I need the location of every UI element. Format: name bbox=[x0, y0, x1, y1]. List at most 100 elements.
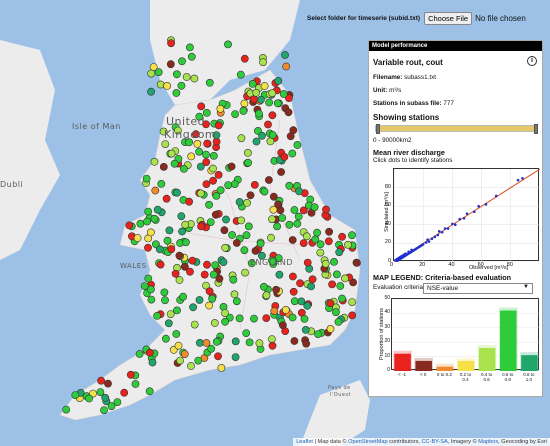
station-dot[interactable] bbox=[176, 356, 184, 365]
station-dot[interactable] bbox=[147, 69, 156, 78]
station-dot[interactable] bbox=[290, 297, 299, 306]
station-dot[interactable] bbox=[195, 112, 204, 121]
station-dot[interactable] bbox=[316, 240, 325, 249]
station-dot[interactable] bbox=[222, 215, 230, 224]
station-dot[interactable] bbox=[172, 89, 181, 97]
mapbox-link[interactable]: Mapbox bbox=[478, 439, 499, 445]
station-dot[interactable] bbox=[202, 158, 211, 166]
station-dot[interactable] bbox=[220, 226, 229, 235]
station-dot[interactable] bbox=[237, 134, 246, 143]
scatter-point[interactable] bbox=[462, 216, 466, 220]
station-dot[interactable] bbox=[202, 150, 210, 159]
scatter-point[interactable] bbox=[426, 238, 429, 241]
station-dot[interactable] bbox=[156, 80, 165, 89]
scatter-point[interactable] bbox=[454, 223, 457, 227]
station-dot[interactable] bbox=[185, 138, 193, 147]
station-dot[interactable] bbox=[107, 402, 116, 411]
info-icon[interactable]: i bbox=[527, 56, 537, 66]
station-dot[interactable] bbox=[175, 276, 184, 284]
station-dot[interactable] bbox=[197, 222, 205, 231]
station-dot[interactable] bbox=[290, 337, 299, 345]
station-dot[interactable] bbox=[250, 314, 258, 323]
station-dot[interactable] bbox=[131, 380, 140, 388]
station-dot[interactable] bbox=[338, 294, 346, 303]
station-dot[interactable] bbox=[205, 301, 214, 310]
station-dot[interactable] bbox=[209, 176, 217, 185]
station-dot[interactable] bbox=[195, 338, 204, 347]
station-dot[interactable] bbox=[171, 269, 180, 278]
station-dot[interactable] bbox=[150, 157, 159, 166]
station-dot[interactable] bbox=[170, 159, 179, 168]
station-dot[interactable] bbox=[207, 344, 216, 353]
station-dot[interactable] bbox=[326, 299, 335, 308]
slider-max-handle[interactable] bbox=[534, 124, 538, 134]
station-dot[interactable] bbox=[336, 282, 345, 290]
station-dot[interactable] bbox=[203, 260, 211, 269]
station-dot[interactable] bbox=[145, 348, 154, 357]
station-dot[interactable] bbox=[301, 325, 310, 334]
station-dot[interactable] bbox=[262, 314, 271, 322]
slider-min-handle[interactable] bbox=[376, 124, 380, 134]
station-dot[interactable] bbox=[290, 206, 299, 214]
station-dot[interactable] bbox=[210, 319, 219, 327]
station-dot[interactable] bbox=[302, 232, 311, 241]
station-dot[interactable] bbox=[188, 256, 197, 265]
station-dot[interactable] bbox=[255, 339, 264, 348]
station-dot[interactable] bbox=[144, 207, 153, 216]
station-dot[interactable] bbox=[294, 212, 303, 221]
station-dot[interactable] bbox=[196, 162, 205, 171]
station-dot[interactable] bbox=[330, 257, 338, 266]
station-dot[interactable] bbox=[146, 285, 155, 294]
station-dot[interactable] bbox=[172, 70, 181, 79]
station-dot[interactable] bbox=[154, 68, 163, 77]
station-dot[interactable] bbox=[267, 335, 276, 343]
station-dot[interactable] bbox=[331, 308, 340, 317]
station-dot[interactable] bbox=[313, 228, 321, 237]
station-dot[interactable] bbox=[240, 246, 249, 255]
station-dot[interactable] bbox=[147, 87, 155, 96]
station-dot[interactable] bbox=[274, 254, 283, 263]
station-dot[interactable] bbox=[352, 258, 361, 267]
station-dot[interactable] bbox=[256, 239, 265, 248]
station-dot[interactable] bbox=[265, 98, 273, 107]
station-dot[interactable] bbox=[133, 234, 142, 242]
station-dot[interactable] bbox=[348, 311, 357, 320]
station-dot[interactable] bbox=[147, 295, 156, 304]
station-dot[interactable] bbox=[316, 248, 325, 257]
station-dot[interactable] bbox=[232, 239, 241, 247]
station-dot[interactable] bbox=[155, 245, 164, 254]
scatter-point[interactable] bbox=[458, 217, 461, 221]
station-dot[interactable] bbox=[172, 330, 181, 338]
scatter-point[interactable] bbox=[477, 204, 480, 208]
station-dot[interactable] bbox=[251, 246, 260, 255]
station-dot[interactable] bbox=[264, 120, 272, 129]
station-dot[interactable] bbox=[297, 297, 306, 306]
osm-link[interactable]: OpenStreetMap bbox=[348, 439, 388, 445]
station-dot[interactable] bbox=[145, 387, 154, 396]
station-area-slider[interactable] bbox=[375, 124, 538, 134]
station-dot[interactable] bbox=[190, 74, 199, 83]
station-dot[interactable] bbox=[295, 187, 303, 196]
station-dot[interactable] bbox=[208, 294, 217, 303]
station-dot[interactable] bbox=[278, 214, 287, 222]
station-dot[interactable] bbox=[231, 353, 240, 361]
station-dot[interactable] bbox=[270, 307, 279, 315]
station-dot[interactable] bbox=[288, 313, 297, 322]
station-dot[interactable] bbox=[185, 197, 193, 206]
station-dot[interactable] bbox=[187, 362, 195, 370]
station-dot[interactable] bbox=[211, 261, 220, 269]
station-dot[interactable] bbox=[324, 237, 333, 246]
scatter-point[interactable] bbox=[427, 240, 431, 243]
station-dot[interactable] bbox=[156, 260, 165, 269]
station-dot[interactable] bbox=[239, 107, 248, 115]
station-dot[interactable] bbox=[250, 180, 259, 189]
station-dot[interactable] bbox=[278, 321, 287, 330]
scatter-point[interactable] bbox=[446, 227, 450, 230]
station-dot[interactable] bbox=[221, 243, 230, 252]
station-dot[interactable] bbox=[281, 51, 289, 59]
station-dot[interactable] bbox=[258, 131, 266, 140]
station-dot[interactable] bbox=[219, 258, 228, 266]
station-dot[interactable] bbox=[187, 152, 196, 161]
station-dot[interactable] bbox=[62, 405, 71, 414]
station-dot[interactable] bbox=[175, 251, 184, 260]
